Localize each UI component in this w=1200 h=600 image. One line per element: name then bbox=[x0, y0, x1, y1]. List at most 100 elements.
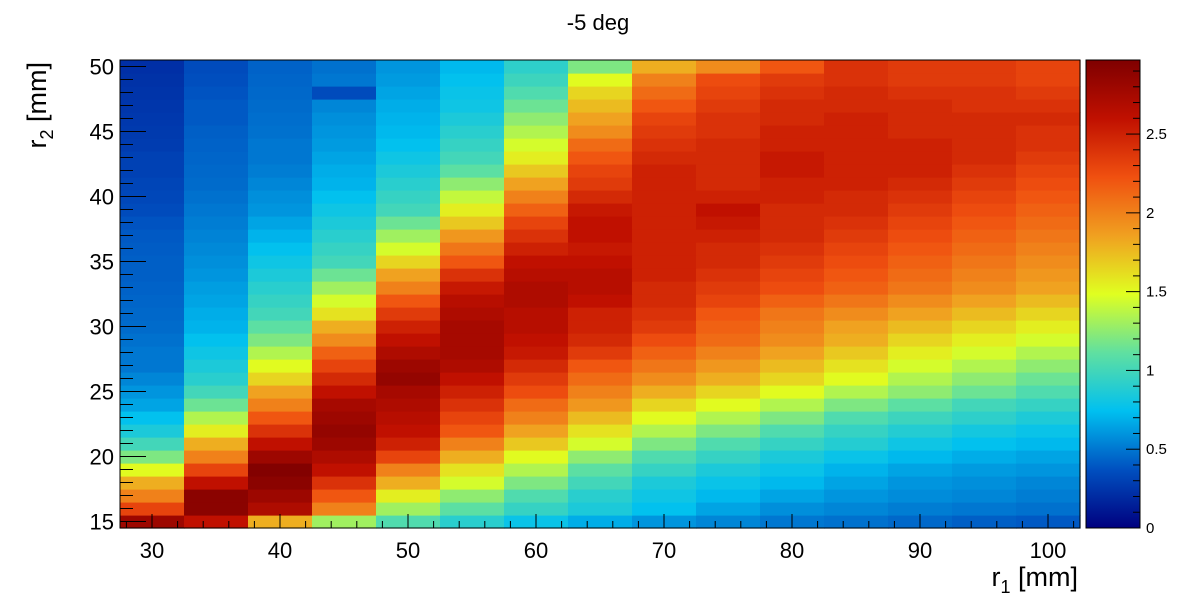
heatmap-cell bbox=[952, 242, 1017, 256]
heatmap-cell bbox=[760, 502, 825, 516]
heatmap-cell bbox=[248, 346, 313, 360]
heatmap-cell bbox=[312, 255, 377, 269]
color-scale-bar bbox=[1085, 59, 1141, 529]
heatmap-cell bbox=[888, 476, 953, 490]
y-tick-label: 30 bbox=[90, 315, 114, 340]
heatmap-cell bbox=[504, 60, 569, 74]
heatmap-cell bbox=[760, 424, 825, 438]
heatmap-cell bbox=[1016, 411, 1081, 425]
heatmap-cell bbox=[184, 177, 249, 191]
heatmap-cell bbox=[248, 281, 313, 295]
heatmap-cell bbox=[440, 346, 505, 360]
heatmap-cell bbox=[888, 424, 953, 438]
heatmap-cell bbox=[120, 476, 185, 490]
heatmap-cell bbox=[184, 359, 249, 373]
heatmap-cell bbox=[1016, 203, 1081, 217]
heatmap-cell bbox=[120, 164, 185, 178]
heatmap-cell bbox=[696, 86, 761, 100]
x-tick-label: 30 bbox=[140, 538, 164, 563]
heatmap-cell bbox=[952, 60, 1017, 74]
heatmap-cell bbox=[312, 372, 377, 386]
heatmap-cell bbox=[312, 138, 377, 152]
heatmap-cell bbox=[504, 359, 569, 373]
heatmap-cell bbox=[632, 60, 697, 74]
heatmap-cell bbox=[824, 190, 889, 204]
heatmap-cell bbox=[888, 450, 953, 464]
heatmap-cell bbox=[120, 60, 185, 74]
heatmap-cell bbox=[824, 476, 889, 490]
heatmap-cell bbox=[568, 229, 633, 243]
x-axis-label: r1 [mm] bbox=[991, 562, 1078, 597]
heatmap-cell bbox=[888, 255, 953, 269]
y-tick-label: 50 bbox=[90, 55, 114, 80]
heatmap-cell bbox=[1016, 73, 1081, 87]
heatmap-cell bbox=[760, 86, 825, 100]
heatmap-cell bbox=[1016, 99, 1081, 113]
heatmap-cell bbox=[888, 177, 953, 191]
heatmap-cell bbox=[632, 476, 697, 490]
heatmap-cell bbox=[184, 424, 249, 438]
heatmap-cell bbox=[824, 255, 889, 269]
heatmap-cell bbox=[952, 112, 1017, 126]
heatmap-cell bbox=[376, 333, 441, 347]
heatmap-cell bbox=[376, 229, 441, 243]
heatmap-cell bbox=[440, 99, 505, 113]
heatmap-cell bbox=[440, 411, 505, 425]
heatmap-cell bbox=[888, 294, 953, 308]
x-axis-label-sub: 1 bbox=[1000, 577, 1010, 597]
heatmap-cell bbox=[952, 294, 1017, 308]
heatmap-cell bbox=[568, 177, 633, 191]
heatmap-cell bbox=[632, 99, 697, 113]
heatmap-cell bbox=[248, 99, 313, 113]
color-scale: 0 0.5 1 1.5 2 2.5 bbox=[1085, 59, 1167, 537]
heatmap-cell bbox=[568, 203, 633, 217]
heatmap-cell bbox=[696, 463, 761, 477]
heatmap-cell bbox=[824, 359, 889, 373]
heatmap-cell bbox=[952, 489, 1017, 503]
heatmap-cell bbox=[120, 320, 185, 334]
heatmap-cell bbox=[760, 489, 825, 503]
heatmap-cell bbox=[760, 255, 825, 269]
heatmap-cell bbox=[120, 138, 185, 152]
heatmap-cell bbox=[504, 177, 569, 191]
heatmap-cell bbox=[184, 333, 249, 347]
heatmap-cell bbox=[440, 463, 505, 477]
heatmap-cell bbox=[120, 372, 185, 386]
heatmap-cell bbox=[632, 281, 697, 295]
heatmap-cell bbox=[888, 86, 953, 100]
heatmap-cell bbox=[504, 307, 569, 321]
heatmap-cell bbox=[248, 307, 313, 321]
heatmap-cell bbox=[888, 203, 953, 217]
heatmap-cell bbox=[760, 411, 825, 425]
heatmap-cell bbox=[312, 398, 377, 412]
heatmap-cell bbox=[120, 255, 185, 269]
heatmap-cell bbox=[824, 164, 889, 178]
heatmap-cell bbox=[696, 346, 761, 360]
heatmap-cell bbox=[312, 86, 377, 100]
heatmap-cell bbox=[760, 463, 825, 477]
heatmap-cell bbox=[1016, 437, 1081, 451]
heatmap-cell bbox=[312, 476, 377, 490]
heatmap-cell bbox=[568, 515, 633, 529]
heatmap-cell bbox=[824, 112, 889, 126]
y-axis-label-sub: 2 bbox=[37, 130, 57, 140]
x-tick-label: 50 bbox=[396, 538, 420, 563]
heatmap-cell bbox=[440, 450, 505, 464]
heatmap-cell bbox=[504, 346, 569, 360]
heatmap-cell bbox=[440, 268, 505, 282]
heatmap-cell bbox=[248, 424, 313, 438]
heatmap-cell bbox=[440, 359, 505, 373]
heatmap-cell bbox=[952, 463, 1017, 477]
heatmap-cell bbox=[504, 476, 569, 490]
heatmap-cell bbox=[888, 216, 953, 230]
x-tick-label: 90 bbox=[908, 538, 932, 563]
heatmap-cell bbox=[760, 138, 825, 152]
heatmap-cell bbox=[120, 359, 185, 373]
heatmap-cell bbox=[952, 307, 1017, 321]
heatmap-cell bbox=[696, 151, 761, 165]
heatmap-cell bbox=[376, 203, 441, 217]
heatmap-cell bbox=[312, 437, 377, 451]
heatmap-cell bbox=[824, 424, 889, 438]
heatmap-cell bbox=[376, 177, 441, 191]
